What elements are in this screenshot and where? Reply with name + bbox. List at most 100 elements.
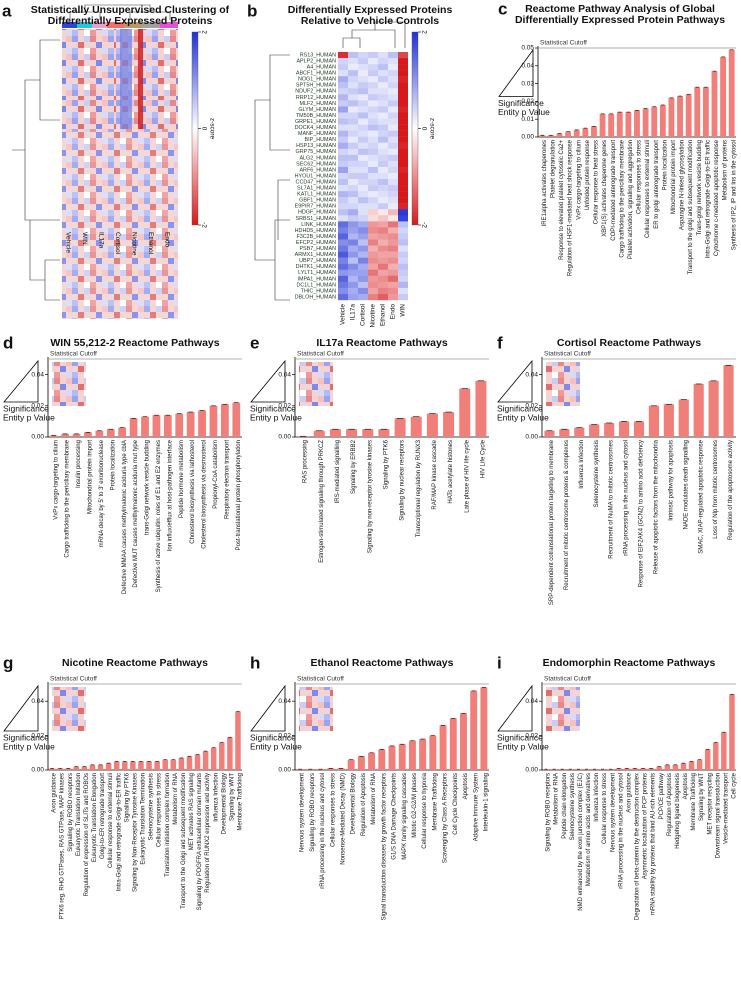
x-tick-label: Intra-Golgi and retrograde Golgi-to-ER t…	[705, 140, 711, 258]
heatmap-cell	[338, 215, 348, 222]
significance-wedge	[3, 684, 39, 732]
heatmap-cell	[388, 191, 398, 198]
heatmap-cell	[398, 88, 408, 95]
bar	[408, 740, 416, 770]
heatmap-thumbnail	[299, 362, 333, 406]
row-label: GLYM_HUMAN	[298, 107, 336, 113]
bar	[551, 769, 557, 770]
x-tick-label: Membrane Trafficking	[432, 773, 438, 831]
bar	[443, 412, 455, 437]
bar	[582, 128, 589, 137]
heatmap-cell	[358, 106, 368, 113]
bar	[583, 769, 590, 770]
heatmap-cell	[368, 76, 378, 83]
heatmap-cell	[368, 197, 378, 204]
bar	[651, 106, 658, 137]
heatmap-cell	[388, 179, 398, 186]
heatmap-cell	[338, 142, 348, 149]
heatmap-cell	[338, 209, 348, 216]
x-tick-label: RAS processing	[303, 440, 309, 483]
heatmap-cell	[388, 245, 398, 252]
bar	[625, 112, 632, 137]
row-label: DHTK1_HUMAN	[296, 264, 337, 270]
heatmap-cell	[388, 154, 398, 162]
heatmap-cell	[388, 82, 398, 89]
x-tick-label: Transport to the Golgi and subsequent mo…	[181, 773, 187, 909]
x-tick-label: Cellular responses to external stimuli	[645, 140, 651, 238]
heatmap-cell	[338, 64, 348, 71]
x-tick-label: Selenocysteine synthesis	[149, 773, 155, 840]
heatmap-cell	[368, 70, 378, 77]
x-tick-label: Axon guidance	[52, 772, 58, 812]
heatmap-cell	[368, 245, 378, 252]
heatmap-cell	[388, 106, 398, 113]
heatmap-cell	[358, 233, 368, 240]
row-label: RS13_HUMAN	[300, 52, 336, 58]
heatmap-cell	[348, 269, 358, 277]
heatmap-cell	[378, 191, 388, 198]
row-label: IMPA1_HUMAN	[297, 276, 336, 282]
row-label: SRBS1_HUMAN	[296, 216, 337, 222]
heatmap-cell	[388, 257, 398, 264]
y-tick-label: 0.00	[278, 767, 291, 774]
row-label: GRP75_HUMAN	[296, 149, 337, 155]
bar	[702, 87, 709, 137]
heatmap-thumbnail	[299, 687, 333, 731]
y-tick-label: 0.00	[31, 434, 44, 441]
bar	[694, 87, 701, 137]
x-tick-label: Signaling by Non-Receptor Tyrosine Kinas…	[132, 773, 138, 892]
heatmap-cell	[348, 154, 358, 162]
row-label: HYOU1_HUMAN	[295, 173, 336, 179]
bar	[327, 768, 335, 770]
heatmap-cell	[398, 76, 408, 83]
heatmap-cell	[358, 52, 368, 59]
heatmap-cell	[358, 172, 368, 180]
row-label: LYLT1_HUMAN	[298, 270, 336, 276]
bar	[608, 113, 615, 137]
x-tick-label: rRNA processing in the nucleus and cytos…	[618, 773, 624, 889]
x-tick-label: XBP1(S) activates chaperone genes	[602, 140, 608, 237]
y-tick-label: 0.02	[31, 403, 44, 410]
bar	[693, 383, 704, 437]
heatmap-cell	[348, 287, 358, 295]
heatmap-cell	[398, 263, 408, 270]
column-label: Ethanol	[380, 303, 387, 326]
heatmap-cell	[398, 209, 408, 216]
heatmap-cell	[338, 275, 348, 283]
y-tick-label: 0.01	[521, 116, 534, 123]
bar	[565, 131, 572, 137]
bar	[72, 433, 81, 437]
heatmap-cell	[358, 245, 368, 252]
heatmap-thumbnail	[52, 687, 86, 731]
x-tick-label: Adaptive Immune System	[473, 773, 479, 841]
heatmap-cell	[358, 227, 368, 234]
heatmap-cell	[388, 209, 398, 216]
heatmap-cell	[368, 215, 378, 222]
x-tick-label: Recruitment of mitotic centrosome protei…	[564, 440, 570, 590]
heatmap-cell	[338, 148, 348, 156]
bar	[633, 421, 645, 437]
heatmap-cell	[398, 172, 408, 180]
bar	[146, 761, 152, 770]
x-tick-label: Metabolism of amino acids and derivative…	[586, 773, 592, 886]
heatmap-cell	[368, 239, 378, 246]
heatmap-cell	[398, 64, 408, 71]
heatmap-cell	[388, 185, 398, 192]
heatmap-cell	[338, 233, 348, 240]
heatmap-cell	[388, 221, 398, 228]
heatmap-cell	[358, 215, 368, 222]
panel-title: Relative to Vehicle Controls	[301, 15, 439, 27]
bar	[141, 416, 149, 437]
x-tick-label: Ion influx/efflux at host-pathogen inter…	[167, 439, 173, 551]
heatmap-cell	[368, 269, 378, 277]
heatmap-cell	[348, 221, 358, 228]
x-tick-label: Response of EIF2AK4 (GCN2) to amino acid…	[639, 440, 645, 587]
x-tick-label: Transport to the golgi and subsequent mo…	[688, 140, 694, 275]
heatmap-cell	[348, 136, 358, 143]
x-tick-label: Signaling by non-receptor tyrosine kinas…	[367, 440, 373, 553]
heatmap-cell	[388, 118, 398, 125]
bar	[607, 769, 614, 770]
row-label: ARMX1_HUMAN	[295, 252, 336, 258]
heatmap-cell	[368, 106, 378, 113]
heatmap-cell	[388, 88, 398, 95]
